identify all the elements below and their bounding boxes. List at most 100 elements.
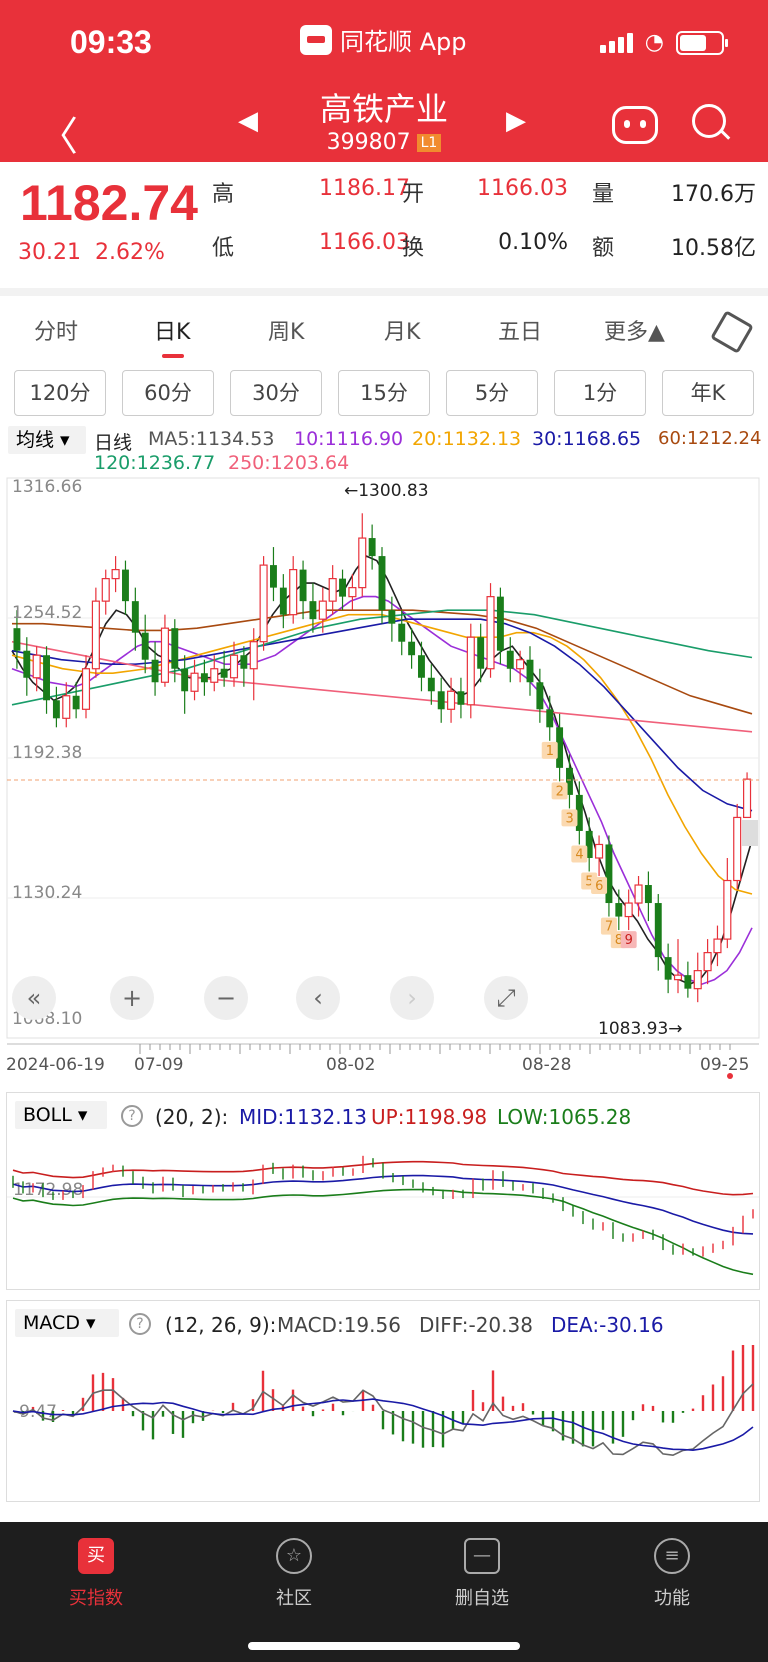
page-title: 高铁产业 bbox=[319, 90, 448, 128]
tab-daily[interactable]: 日K bbox=[154, 320, 191, 345]
ma250-value: 250:1203.64 bbox=[228, 452, 350, 474]
zoom-in-icon[interactable]: + bbox=[110, 976, 154, 1020]
candle bbox=[703, 939, 712, 985]
nav-functions[interactable]: ≡ 功能 bbox=[612, 1538, 732, 1610]
nine-count-label: 9 bbox=[625, 933, 633, 948]
candle bbox=[200, 659, 208, 696]
btn-1min[interactable]: 1分 bbox=[554, 370, 646, 416]
boll-mid-line bbox=[12, 1174, 754, 1235]
boll-panel: BOLL ▾ ? (20, 2): MID:1132.13 UP:1198.98… bbox=[6, 1092, 760, 1290]
candle bbox=[624, 889, 633, 931]
nav-remove-watchlist[interactable]: — 删自选 bbox=[422, 1538, 542, 1610]
code-text: 399807 bbox=[326, 130, 411, 155]
tab-intraday[interactable]: 分时 bbox=[34, 320, 79, 345]
btn-5min[interactable]: 5分 bbox=[446, 370, 538, 416]
boll-selector[interactable]: BOLL ▾ bbox=[15, 1101, 107, 1129]
btn-15min[interactable]: 15分 bbox=[338, 370, 430, 416]
wifi-icon: ◔ bbox=[644, 30, 664, 55]
nine-count-label: 5 bbox=[585, 875, 593, 890]
candle bbox=[279, 574, 287, 629]
boll-low: LOW:1065.28 bbox=[497, 1105, 632, 1129]
ma20-value: 20:1132.13 bbox=[412, 428, 522, 450]
candlestick-chart[interactable]: 1316.66 1254.52 1192.38 1130.24 1068.10 … bbox=[0, 472, 768, 1082]
back-icon[interactable]: 〈 bbox=[38, 114, 78, 160]
macd-help-icon[interactable]: ? bbox=[129, 1313, 151, 1335]
high-marker: ←1300.83 bbox=[344, 481, 429, 501]
candle bbox=[181, 655, 189, 714]
macd-chart: -9.47 bbox=[12, 1345, 755, 1457]
candle bbox=[299, 560, 307, 620]
scroll-left-icon[interactable]: ‹ bbox=[296, 976, 340, 1020]
candle bbox=[249, 628, 258, 701]
macd-selector[interactable]: MACD ▾ bbox=[15, 1309, 119, 1337]
scroll-right-icon[interactable]: › bbox=[390, 976, 434, 1020]
signal-icon bbox=[599, 32, 633, 53]
macd-diff: DIFF:-20.38 bbox=[419, 1313, 533, 1337]
candle bbox=[289, 556, 298, 624]
candle bbox=[684, 961, 692, 998]
nine-count-badge bbox=[551, 782, 568, 800]
search-icon[interactable] bbox=[692, 104, 726, 138]
ma-line-ma60 bbox=[12, 609, 753, 715]
candle bbox=[171, 619, 179, 683]
app-header: 09:33 同花顺 App ◔ 〈 ◀ 高铁产业 399807 L1 ▶ bbox=[0, 0, 768, 162]
candle bbox=[23, 637, 31, 696]
period-tabs: 分时 日K 周K 月K 五日 更多▲ bbox=[0, 300, 768, 360]
candle bbox=[516, 650, 525, 683]
candle bbox=[378, 547, 386, 624]
nav-buy-label: 买指数 bbox=[69, 1588, 123, 1609]
tab-more[interactable]: 更多▲ bbox=[604, 320, 665, 345]
candle bbox=[259, 556, 268, 651]
ma60-value: 60:1212.24 bbox=[658, 428, 762, 449]
candle bbox=[743, 772, 752, 819]
low-label: 低 bbox=[212, 236, 235, 261]
candle bbox=[358, 513, 367, 597]
macd-params: (12, 26, 9): bbox=[165, 1313, 277, 1337]
boll-help-icon[interactable]: ? bbox=[121, 1105, 143, 1127]
candle bbox=[13, 610, 21, 669]
remove-watchlist-icon: — bbox=[464, 1538, 500, 1574]
candle bbox=[664, 943, 672, 994]
candle bbox=[546, 695, 554, 741]
nav-buy-index[interactable]: 买 买指数 bbox=[36, 1538, 156, 1610]
buy-icon: 买 bbox=[78, 1538, 114, 1574]
ma-selector[interactable]: 均线 ▾ bbox=[8, 426, 86, 454]
candle bbox=[190, 659, 199, 701]
ma-selector-label: 均线 bbox=[16, 429, 55, 451]
nine-count-label: 2 bbox=[556, 784, 564, 799]
macd-dea: DEA:-30.16 bbox=[551, 1313, 664, 1337]
robot-icon[interactable] bbox=[612, 106, 658, 144]
tab-monthly[interactable]: 月K bbox=[384, 320, 421, 345]
next-stock-icon[interactable]: ▶ bbox=[506, 106, 526, 136]
app-logo-icon bbox=[300, 24, 332, 55]
community-star-icon: ☆ bbox=[276, 1538, 312, 1574]
zoom-out-icon[interactable]: − bbox=[204, 976, 248, 1020]
section-divider bbox=[0, 288, 768, 296]
fullscreen-icon[interactable]: ⤢ bbox=[484, 976, 528, 1020]
candle bbox=[418, 641, 425, 692]
btn-60min[interactable]: 60分 bbox=[122, 370, 214, 416]
btn-120min[interactable]: 120分 bbox=[14, 370, 106, 416]
current-price: 1182.74 bbox=[20, 175, 198, 231]
candle bbox=[733, 803, 742, 890]
settings-hexagon-icon[interactable] bbox=[710, 310, 754, 354]
nav-community[interactable]: ☆ 社区 bbox=[234, 1538, 354, 1610]
btn-30min[interactable]: 30分 bbox=[230, 370, 322, 416]
candle bbox=[526, 646, 534, 696]
tab-weekly[interactable]: 周K bbox=[268, 320, 305, 345]
btn-yearly[interactable]: 年K bbox=[662, 370, 754, 416]
candle bbox=[536, 668, 544, 723]
candle bbox=[585, 817, 593, 872]
x-label-1: 2024-06-19 bbox=[6, 1055, 105, 1075]
zoom-out-all-icon[interactable]: « bbox=[12, 976, 56, 1020]
change-pct: 2.62% bbox=[94, 240, 165, 265]
prev-stock-icon[interactable]: ◀ bbox=[238, 106, 258, 136]
candle bbox=[713, 925, 722, 967]
battery-icon bbox=[676, 30, 728, 55]
tab-five-day[interactable]: 五日 bbox=[498, 320, 543, 345]
candle bbox=[101, 569, 110, 615]
home-indicator bbox=[248, 1642, 520, 1650]
scroll-handle[interactable] bbox=[742, 820, 758, 846]
candle bbox=[328, 565, 337, 615]
macd-value: MACD:19.56 bbox=[277, 1313, 401, 1337]
